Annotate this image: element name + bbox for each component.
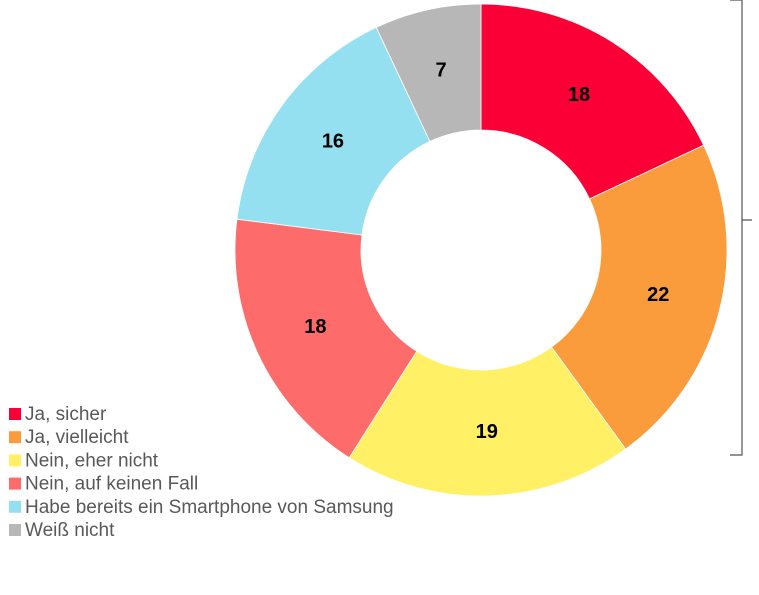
slice [375,3,482,142]
bracket [730,0,752,456]
slice [234,218,418,459]
legend-label: Ja, sicher [25,404,107,425]
data-label: 16 [322,131,344,153]
legend-label: Ja, vielleicht [25,427,129,448]
data-label: 7 [436,60,447,82]
data-label: 18 [304,316,326,338]
legend-swatch [9,500,21,513]
data-label: 22 [647,284,669,306]
legend-swatch [9,431,21,444]
legend-label: Nein, eher nicht [25,450,159,471]
slice [550,144,728,450]
legend-swatch [9,477,21,490]
slice [348,346,627,497]
legend-swatch [9,454,21,467]
legend-swatch [9,524,21,536]
legend-swatch [9,408,21,420]
legend-label: Nein, auf keinen Fall [25,474,198,495]
slice [480,3,705,200]
legend-label: Habe bereits ein Smartphone von Samsung [25,497,394,518]
data-label: 19 [476,421,498,443]
legend-label: Weiß nicht [25,520,115,541]
slice [236,26,431,236]
data-label: 18 [568,84,590,106]
